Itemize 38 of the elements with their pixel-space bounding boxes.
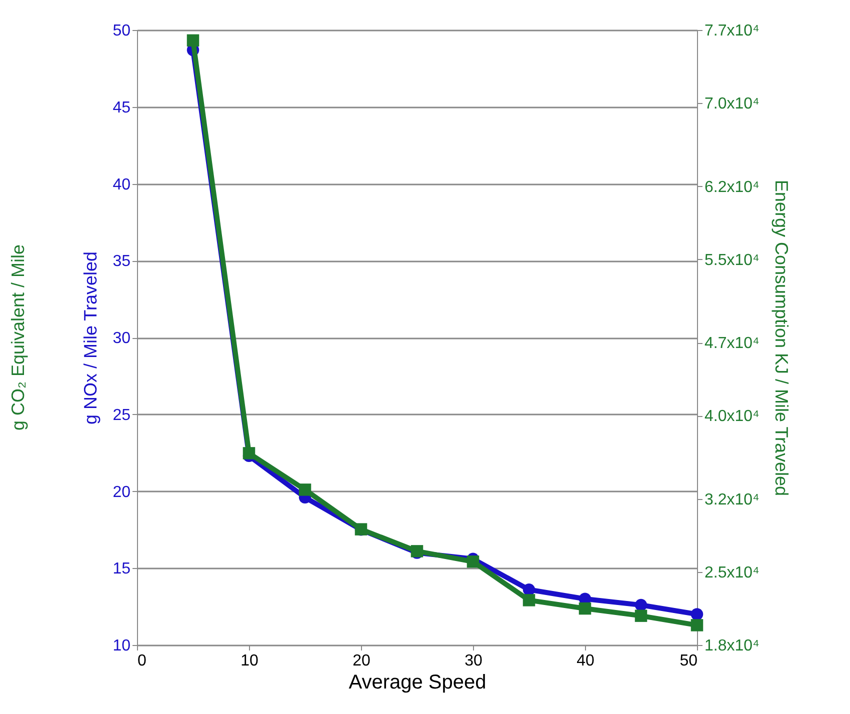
point — [578, 602, 592, 615]
x-tick-label: 0 — [138, 652, 146, 670]
y2-tick-label: 5.5x10⁴ — [704, 252, 760, 269]
y2-tick-label: 6.2x10⁴ — [704, 178, 760, 196]
y-tick-label: 15 — [112, 560, 131, 578]
x-tick-label: 20 — [352, 652, 370, 670]
y2-tick-label: 7.0x10⁴ — [704, 95, 760, 112]
y2-tick-label: 3.2x10⁴ — [704, 492, 760, 509]
point — [186, 34, 200, 47]
x-tick-label: 10 — [240, 652, 258, 670]
point — [466, 555, 480, 568]
point — [690, 619, 704, 632]
y-tick-label: 10 — [112, 638, 131, 654]
point — [298, 484, 312, 496]
y2-tick-label: 1.8x10⁴ — [704, 638, 760, 654]
y2-axis-title: Energy Consumption KJ / Mile Traveled — [771, 180, 792, 496]
y2-tick-label: 7.7x10⁴ — [704, 22, 760, 40]
x-axis-title: Average Speed — [348, 672, 486, 694]
point — [242, 447, 256, 460]
y-tick-label: 35 — [112, 253, 131, 270]
y-tick-label: 50 — [112, 22, 131, 40]
x-tick-label: 50 — [680, 652, 698, 670]
x-tick-label: 30 — [464, 652, 482, 670]
point — [522, 594, 536, 606]
y2-tick-label: 4.0x10⁴ — [704, 408, 760, 426]
text: g CO₂ Equivalent / Mile — [8, 244, 28, 431]
y-tick-label: 25 — [112, 406, 131, 424]
point — [634, 598, 648, 612]
y-tick-label: 30 — [112, 330, 131, 347]
y-tick-label: 40 — [112, 176, 131, 194]
y2-tick-label: 2.5x10⁴ — [704, 564, 760, 582]
x-tick-label: 40 — [576, 652, 594, 670]
y-axis-title: g NOx / Mile Traveled — [80, 251, 101, 425]
point — [690, 608, 704, 620]
y2-tick-label: 4.7x10⁴ — [704, 335, 760, 352]
y-tick-label: 45 — [112, 99, 131, 116]
point — [634, 610, 648, 622]
y-tick-label: 20 — [112, 484, 131, 501]
